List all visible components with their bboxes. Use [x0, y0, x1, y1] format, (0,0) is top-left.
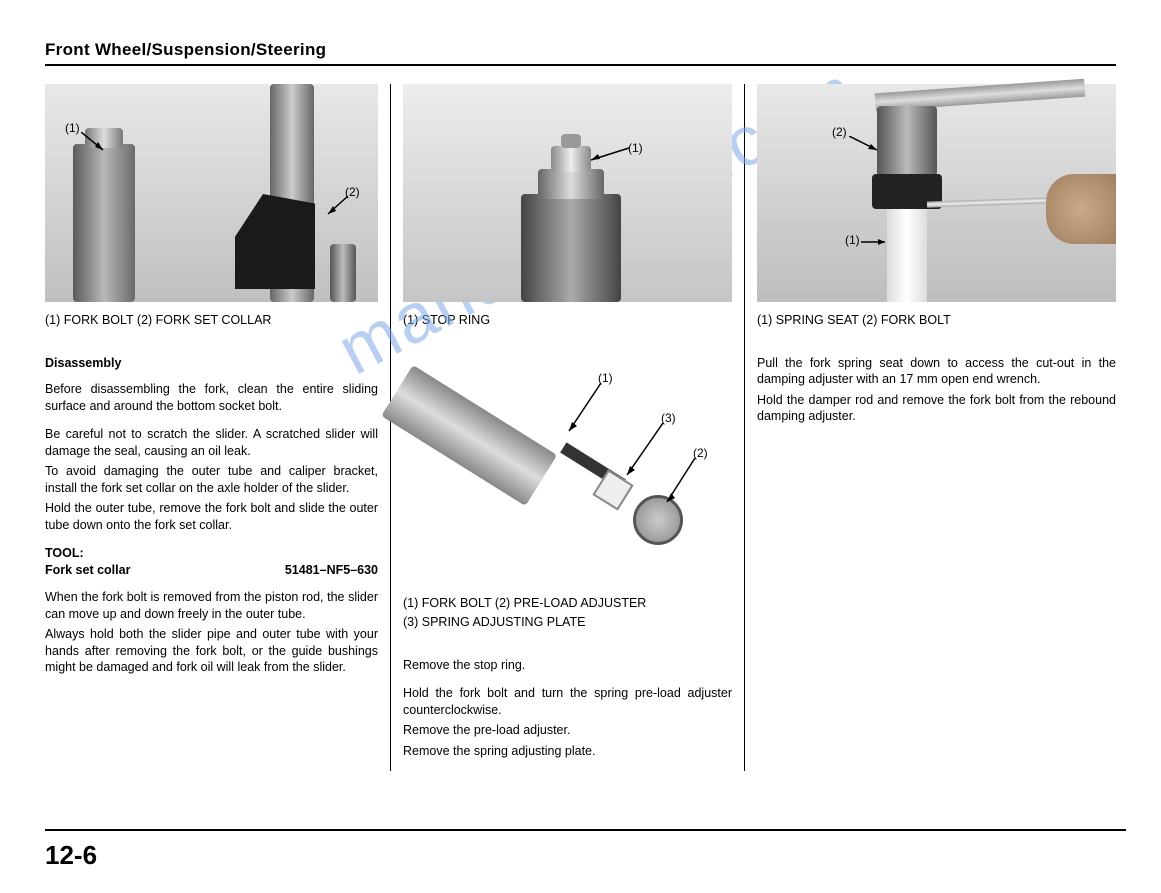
- tool-number: 51481–NF5–630: [285, 562, 378, 579]
- paragraph: Be careful not to scratch the slider. A …: [45, 426, 378, 459]
- figure-spring-seat: (2) (1): [757, 84, 1116, 302]
- paragraph: Remove the spring adjusting plate.: [403, 743, 732, 760]
- figure-a-caption: (1) FORK BOLT (2) FORK SET COLLAR: [45, 312, 378, 329]
- paragraph: Hold the fork bolt and turn the spring p…: [403, 685, 732, 718]
- callout-1: (1): [845, 232, 860, 248]
- paragraph: When the fork bolt is removed from the p…: [45, 589, 378, 622]
- paragraph: Pull the fork spring seat down to access…: [757, 355, 1116, 388]
- callout-2: (2): [832, 124, 847, 140]
- paragraph: To avoid damaging the outer tube and cal…: [45, 463, 378, 496]
- callout-1: (1): [65, 120, 80, 136]
- figure-stop-ring: (1): [403, 84, 732, 302]
- figure-c-caption: (1) SPRING SEAT (2) FORK BOLT: [757, 312, 1116, 329]
- figure-fork-bolt-collar: (1) (2): [45, 84, 378, 302]
- figure-d-caption-line2: (3) SPRING ADJUSTING PLATE: [403, 614, 732, 631]
- content-columns: (1) (2) (1) FORK BOLT (2) FORK SET COLLA…: [45, 84, 1116, 771]
- paragraph: Remove the pre-load adjuster.: [403, 722, 732, 739]
- paragraph: Hold the damper rod and remove the fork …: [757, 392, 1116, 425]
- paragraph: Hold the outer tube, remove the fork bol…: [45, 500, 378, 533]
- column-2: (1) (1) STOP RING (1) (3) (2) (1) FORK B…: [390, 84, 745, 771]
- tool-name: Fork set collar: [45, 562, 130, 579]
- column-1: (1) (2) (1) FORK BOLT (2) FORK SET COLLA…: [45, 84, 390, 771]
- footer-rule: [45, 829, 1126, 831]
- page-header-title: Front Wheel/Suspension/Steering: [45, 40, 1116, 64]
- tool-label: TOOL:: [45, 545, 378, 562]
- figure-b-caption: (1) STOP RING: [403, 312, 732, 329]
- tool-row: Fork set collar 51481–NF5–630: [45, 562, 378, 579]
- figure-d-caption-line1: (1) FORK BOLT (2) PRE-LOAD ADJUSTER: [403, 595, 732, 612]
- page-number: 12-6: [45, 840, 97, 871]
- paragraph: Always hold both the slider pipe and out…: [45, 626, 378, 676]
- figure-preload-adjuster: (1) (3) (2): [403, 355, 732, 585]
- paragraph: Before disassembling the fork, clean the…: [45, 381, 378, 414]
- paragraph: Remove the stop ring.: [403, 657, 732, 674]
- header-rule: [45, 64, 1116, 66]
- heading-disassembly: Disassembly: [45, 355, 378, 372]
- column-3: (2) (1) (1) SPRING SEAT (2) FORK BOLT Pu…: [745, 84, 1116, 771]
